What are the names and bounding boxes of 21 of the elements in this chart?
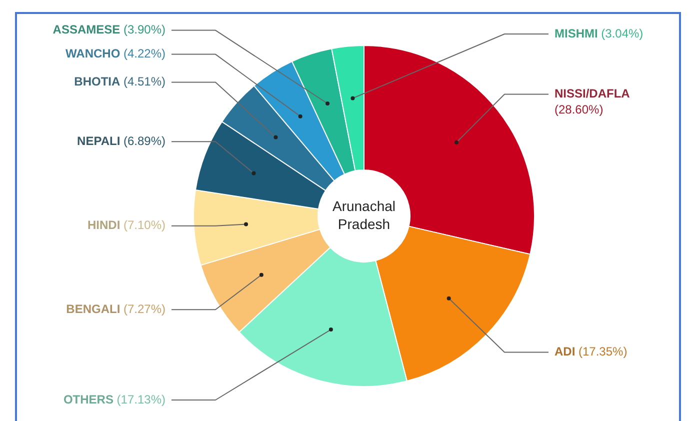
slice-label: BENGALI [66, 302, 120, 316]
slice-label: MISHMI [554, 26, 598, 40]
slice-label: ADI [554, 344, 576, 359]
data-label: (7.10%) [123, 218, 166, 232]
slice-label: NISSI/DAFLA [554, 86, 630, 101]
slice-label: OTHERS [63, 392, 114, 406]
slice-label: BHOTIA [74, 74, 120, 89]
data-label: (4.22%) [123, 46, 166, 61]
slice-label: HINDI [87, 218, 120, 232]
data-label: (7.27%) [123, 302, 166, 316]
slice-label: NEPALI [77, 134, 120, 148]
data-label: (3.90%) [123, 22, 166, 37]
data-label: (6.89%) [123, 134, 166, 148]
slice-label: ASSAMESE [52, 22, 120, 37]
slice-label: WANCHO [65, 46, 120, 61]
text: Arunachal Pradesh [332, 198, 396, 232]
data-label: (4.51%) [123, 74, 166, 89]
data-label: (17.13%) [116, 392, 166, 406]
data-label: (3.04%) [601, 26, 644, 40]
data-label: (17.35%) [578, 344, 628, 359]
data-label: (28.60%) [554, 102, 604, 117]
